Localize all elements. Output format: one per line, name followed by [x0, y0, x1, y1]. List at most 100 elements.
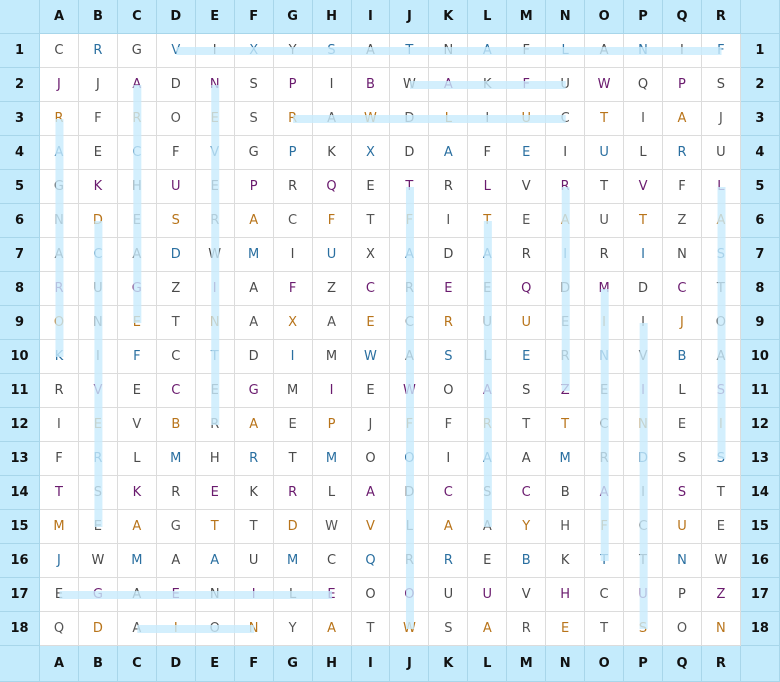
letter-cell[interactable]: U: [585, 204, 625, 238]
letter-cell[interactable]: R: [585, 238, 625, 272]
letter-cell[interactable]: T: [234, 510, 274, 544]
letter-cell[interactable]: K: [312, 136, 352, 170]
letter-cell[interactable]: O: [40, 306, 79, 340]
letter-cell[interactable]: R: [390, 544, 430, 578]
letter-cell[interactable]: N: [429, 34, 469, 68]
letter-cell[interactable]: Y: [273, 612, 313, 646]
letter-cell[interactable]: E: [546, 306, 586, 340]
letter-cell[interactable]: H: [546, 578, 586, 612]
letter-cell[interactable]: D: [390, 476, 430, 510]
letter-cell[interactable]: D: [273, 510, 313, 544]
letter-cell[interactable]: S: [701, 238, 741, 272]
letter-cell[interactable]: L: [663, 374, 702, 408]
letter-cell[interactable]: F: [117, 340, 157, 374]
letter-cell[interactable]: W: [351, 102, 391, 136]
letter-cell[interactable]: O: [351, 578, 391, 612]
letter-cell[interactable]: T: [156, 306, 196, 340]
letter-cell[interactable]: N: [663, 238, 702, 272]
letter-cell[interactable]: Z: [663, 204, 702, 238]
letter-cell[interactable]: U: [701, 136, 741, 170]
letter-cell[interactable]: M: [40, 510, 79, 544]
letter-cell[interactable]: C: [390, 306, 430, 340]
letter-cell[interactable]: V: [78, 374, 118, 408]
letter-cell[interactable]: G: [234, 374, 274, 408]
letter-cell[interactable]: D: [624, 272, 663, 306]
letter-cell[interactable]: F: [585, 510, 625, 544]
letter-cell[interactable]: E: [429, 272, 469, 306]
letter-cell[interactable]: A: [468, 442, 508, 476]
letter-cell[interactable]: F: [507, 68, 547, 102]
letter-cell[interactable]: E: [468, 272, 508, 306]
letter-cell[interactable]: E: [195, 102, 235, 136]
letter-cell[interactable]: E: [468, 544, 508, 578]
letter-cell[interactable]: J: [663, 306, 702, 340]
letter-cell[interactable]: A: [546, 204, 586, 238]
letter-cell[interactable]: T: [351, 612, 391, 646]
letter-cell[interactable]: C: [78, 238, 118, 272]
letter-cell[interactable]: J: [351, 408, 391, 442]
letter-cell[interactable]: W: [351, 340, 391, 374]
letter-cell[interactable]: A: [390, 340, 430, 374]
letter-cell[interactable]: D: [156, 68, 196, 102]
letter-cell[interactable]: G: [156, 510, 196, 544]
letter-cell[interactable]: M: [234, 238, 274, 272]
letter-cell[interactable]: I: [624, 306, 663, 340]
letter-cell[interactable]: E: [312, 578, 352, 612]
letter-cell[interactable]: N: [624, 408, 663, 442]
letter-cell[interactable]: N: [663, 544, 702, 578]
letter-cell[interactable]: T: [195, 340, 235, 374]
letter-cell[interactable]: I: [701, 408, 741, 442]
letter-cell[interactable]: X: [351, 136, 391, 170]
letter-cell[interactable]: R: [78, 34, 118, 68]
letter-cell[interactable]: M: [585, 272, 625, 306]
letter-cell[interactable]: U: [78, 272, 118, 306]
letter-cell[interactable]: I: [468, 102, 508, 136]
letter-cell[interactable]: E: [40, 578, 79, 612]
letter-cell[interactable]: O: [390, 442, 430, 476]
letter-cell[interactable]: A: [312, 612, 352, 646]
letter-cell[interactable]: L: [624, 136, 663, 170]
letter-cell[interactable]: V: [507, 578, 547, 612]
letter-cell[interactable]: N: [195, 68, 235, 102]
letter-cell[interactable]: E: [117, 374, 157, 408]
letter-cell[interactable]: U: [507, 102, 547, 136]
letter-cell[interactable]: G: [40, 170, 79, 204]
letter-cell[interactable]: W: [701, 544, 741, 578]
letter-cell[interactable]: E: [78, 510, 118, 544]
letter-cell[interactable]: C: [585, 408, 625, 442]
letter-cell[interactable]: C: [663, 272, 702, 306]
letter-cell[interactable]: E: [78, 136, 118, 170]
letter-cell[interactable]: I: [663, 34, 702, 68]
letter-cell[interactable]: I: [624, 476, 663, 510]
letter-cell[interactable]: I: [624, 374, 663, 408]
letter-cell[interactable]: U: [312, 238, 352, 272]
letter-cell[interactable]: Q: [312, 170, 352, 204]
letter-cell[interactable]: T: [585, 170, 625, 204]
letter-cell[interactable]: L: [273, 578, 313, 612]
letter-cell[interactable]: I: [585, 306, 625, 340]
letter-cell[interactable]: A: [468, 238, 508, 272]
letter-cell[interactable]: K: [40, 340, 79, 374]
letter-cell[interactable]: E: [507, 136, 547, 170]
letter-cell[interactable]: A: [390, 238, 430, 272]
letter-cell[interactable]: C: [624, 510, 663, 544]
letter-cell[interactable]: C: [40, 34, 79, 68]
letter-cell[interactable]: M: [156, 442, 196, 476]
letter-cell[interactable]: H: [195, 442, 235, 476]
letter-cell[interactable]: E: [117, 204, 157, 238]
letter-cell[interactable]: A: [429, 68, 469, 102]
letter-cell[interactable]: I: [546, 238, 586, 272]
letter-cell[interactable]: O: [429, 374, 469, 408]
letter-cell[interactable]: I: [624, 238, 663, 272]
letter-cell[interactable]: R: [273, 476, 313, 510]
letter-cell[interactable]: R: [468, 408, 508, 442]
letter-cell[interactable]: Q: [507, 272, 547, 306]
letter-cell[interactable]: E: [195, 476, 235, 510]
letter-cell[interactable]: W: [585, 68, 625, 102]
letter-cell[interactable]: O: [390, 578, 430, 612]
letter-cell[interactable]: N: [585, 340, 625, 374]
letter-cell[interactable]: O: [195, 612, 235, 646]
letter-cell[interactable]: U: [429, 578, 469, 612]
letter-cell[interactable]: A: [507, 442, 547, 476]
letter-cell[interactable]: T: [390, 34, 430, 68]
